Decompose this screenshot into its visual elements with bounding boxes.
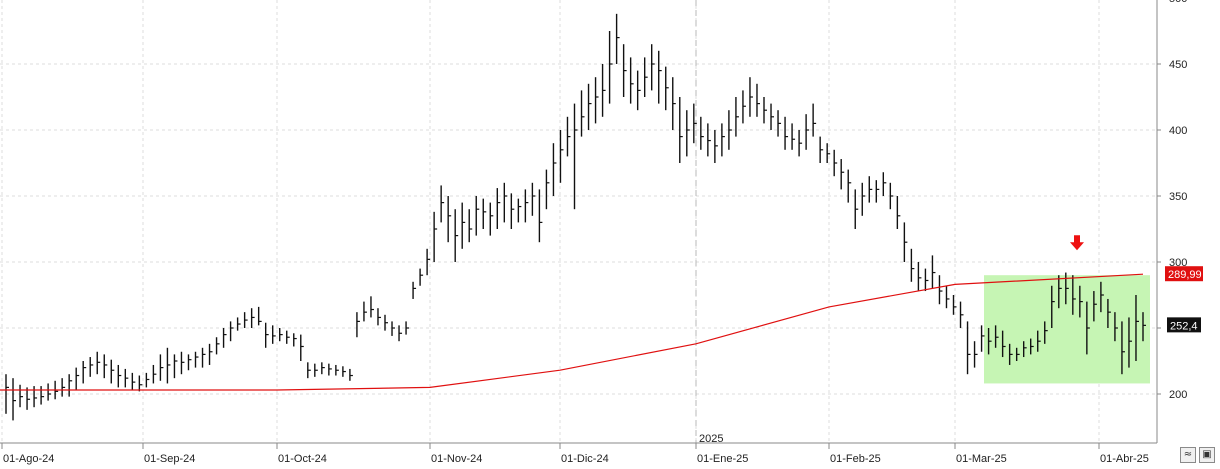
price-value-badge: 252,4 (1167, 317, 1201, 333)
ma-value-badge: 289,99 (1165, 266, 1203, 282)
y-tick-label: 350 (1169, 191, 1187, 203)
x-tick-label: 01-Feb-25 (830, 453, 881, 465)
y-tick-label: 300 (1169, 257, 1187, 269)
y-axis: 200 300 350 400 450 500 (1157, 0, 1187, 401)
x-tick-label: 01-Ene-25 (697, 453, 748, 465)
year-label-group: 2025 (699, 433, 723, 445)
x-tick-label: 01-Sep-24 (144, 453, 195, 465)
x-tick-label: 01-Oct-24 (278, 453, 327, 465)
price-value-badge-bg (1167, 317, 1201, 333)
ohlc-bars (5, 13, 1146, 421)
zoom-button[interactable]: ≈ (1180, 447, 1196, 463)
arrow-annotation (1070, 235, 1084, 251)
x-tick-label: 01-Mar-25 (956, 453, 1007, 465)
grid-lines (0, 0, 1157, 443)
price-value-label: 252,4 (1170, 320, 1198, 332)
ma-value-badge-bg (1165, 266, 1203, 282)
y-tick-label: 400 (1169, 125, 1187, 137)
down-arrow-icon (1070, 235, 1084, 251)
y-tick-label: 200 (1169, 389, 1187, 401)
x-tick-label: 01-Nov-24 (431, 453, 482, 465)
year-label: 2025 (699, 433, 723, 445)
moving-average-line (0, 273, 1144, 391)
x-tick-label: 01-Dic-24 (561, 453, 609, 465)
save-icon: ▣ (1202, 449, 1212, 460)
zoom-icon: ≈ (1183, 449, 1193, 460)
x-tick-label: 01-Ago-24 (3, 453, 54, 465)
x-axis: 01-Ago-24 01-Sep-24 01-Oct-24 01-Nov-24 01-D… (1, 443, 1149, 465)
ma-value-label: 289,99 (1168, 269, 1202, 281)
x-tick-label: 01-Abr-25 (1100, 453, 1149, 465)
save-button[interactable]: ▣ (1199, 447, 1215, 463)
y-tick-label: 450 (1169, 59, 1187, 71)
y-tick-label: 500 (1169, 0, 1187, 5)
highlight-box (984, 275, 1150, 384)
